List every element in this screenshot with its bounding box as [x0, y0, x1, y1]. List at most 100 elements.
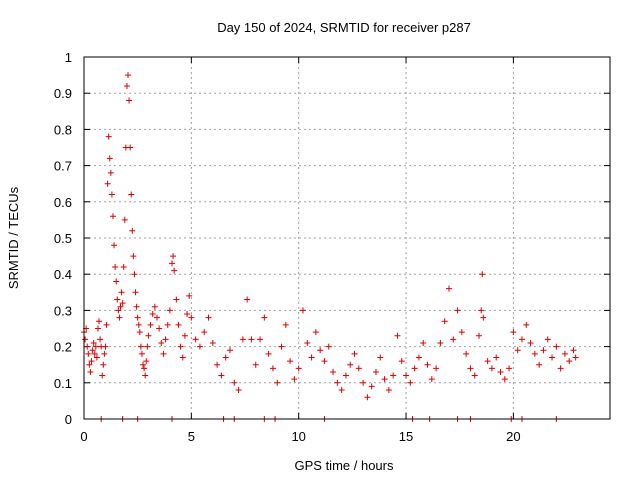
data-point: [94, 325, 101, 332]
data-point: [433, 365, 440, 372]
data-point: [561, 350, 568, 357]
data-point: [278, 343, 285, 350]
data-point: [171, 267, 178, 274]
data-point: [107, 169, 114, 176]
data-point: [143, 358, 150, 365]
data-point: [385, 387, 392, 394]
data-point: [90, 339, 97, 346]
data-point: [514, 347, 521, 354]
data-point: [368, 383, 375, 390]
data-point: [111, 242, 118, 249]
data-point: [364, 394, 371, 401]
data-point: [506, 365, 513, 372]
data-point: [484, 358, 491, 365]
data-point: [471, 372, 478, 379]
grid-lines: [84, 57, 610, 419]
data-point: [437, 339, 444, 346]
data-point: [128, 191, 135, 198]
data-point: [536, 361, 543, 368]
data-point: [85, 350, 92, 357]
data-point: [120, 263, 127, 270]
data-point: [295, 365, 302, 372]
data-point: [131, 271, 138, 278]
data-point: [454, 307, 461, 314]
data-point: [544, 336, 551, 343]
y-axis-label: SRMTID / TECUs: [6, 186, 21, 289]
x-tick-label: 0: [80, 429, 87, 444]
axis-tick-labels: 00.10.20.30.40.50.60.70.80.910 5 10 15 20: [54, 50, 521, 444]
data-point: [82, 336, 89, 343]
data-point: [116, 314, 123, 321]
data-point: [518, 336, 525, 343]
data-point: [531, 350, 538, 357]
data-point: [420, 339, 427, 346]
data-point: [164, 321, 171, 328]
data-point: [394, 332, 401, 339]
data-point: [351, 350, 358, 357]
data-point: [92, 343, 99, 350]
data-point: [113, 278, 120, 285]
data-point: [407, 379, 414, 386]
data-point: [480, 314, 487, 321]
data-point: [334, 379, 341, 386]
data-point: [127, 144, 134, 151]
data-point: [186, 292, 193, 299]
data-point: [125, 72, 132, 79]
y-tick-label: 0.2: [54, 340, 72, 355]
data-point: [299, 307, 306, 314]
data-point: [93, 354, 100, 361]
data-point: [252, 361, 259, 368]
y-tick-label: 0.7: [54, 159, 72, 174]
y-tick-label: 0.4: [54, 267, 72, 282]
data-point: [261, 314, 268, 321]
y-tick-label: 0.1: [54, 376, 72, 391]
data-point: [441, 318, 448, 325]
data-point: [347, 361, 354, 368]
data-point: [135, 321, 142, 328]
data-point: [156, 325, 163, 332]
data-point: [160, 350, 167, 357]
data-point: [377, 354, 384, 361]
data-point: [304, 339, 311, 346]
data-point: [218, 372, 225, 379]
data-point: [287, 358, 294, 365]
data-point: [523, 321, 530, 328]
data-point: [179, 354, 186, 361]
data-point: [188, 314, 195, 321]
data-point: [173, 296, 180, 303]
data-point: [527, 339, 534, 346]
data-point: [104, 180, 111, 187]
data-point: [501, 376, 508, 383]
data-point: [130, 253, 137, 260]
data-point: [510, 329, 517, 336]
data-point: [170, 253, 177, 260]
data-point: [114, 296, 121, 303]
data-point: [87, 368, 94, 375]
data-point: [151, 303, 158, 310]
data-point: [226, 347, 233, 354]
data-point: [153, 314, 160, 321]
data-point: [136, 329, 143, 336]
data-point: [493, 354, 500, 361]
data-point: [479, 271, 486, 278]
x-tick-label: 5: [188, 429, 195, 444]
y-tick-label: 0.3: [54, 303, 72, 318]
data-point: [415, 354, 422, 361]
data-point: [149, 311, 156, 318]
data-point: [142, 372, 149, 379]
data-point: [572, 354, 579, 361]
data-point: [398, 358, 405, 365]
data-point: [235, 387, 242, 394]
data-point: [265, 350, 272, 357]
data-point: [141, 365, 148, 372]
data-point: [330, 368, 337, 375]
data-point: [144, 343, 151, 350]
x-axis-label: GPS time / hours: [295, 458, 394, 473]
data-point: [478, 307, 485, 314]
data-point: [488, 365, 495, 372]
data-point: [338, 387, 345, 394]
data-point: [115, 307, 122, 314]
x-tick-label: 15: [399, 429, 413, 444]
